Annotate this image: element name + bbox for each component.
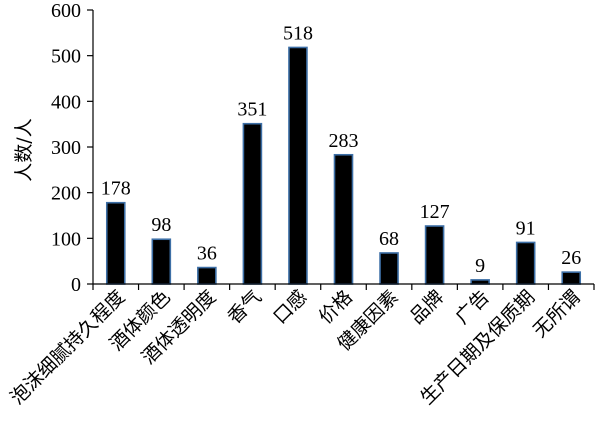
bar [561, 271, 582, 285]
y-tick-label: 0 [71, 274, 81, 296]
bar [515, 241, 536, 285]
data-label: 178 [101, 178, 131, 200]
bar [151, 238, 172, 285]
bar [379, 252, 399, 285]
data-label: 91 [516, 217, 536, 239]
data-labels: 178 98 36 351 518 283 68 127 9 91 26 [101, 22, 581, 276]
data-label: 9 [475, 255, 485, 277]
bars [105, 46, 582, 285]
data-label: 68 [379, 228, 399, 250]
data-label: 36 [197, 243, 217, 265]
data-label: 518 [283, 22, 313, 44]
x-tick-label: 无所谓 [529, 286, 585, 342]
x-tick-label: 香气 [224, 286, 266, 328]
y-tick-label: 100 [51, 228, 81, 250]
x-tick-label: 泡沫细腻持久程度 [6, 286, 129, 409]
data-label: 127 [420, 201, 450, 223]
data-label: 351 [237, 99, 267, 121]
bar [333, 153, 354, 285]
bar [470, 279, 490, 285]
data-label: 26 [561, 247, 581, 269]
bar [288, 46, 308, 285]
y-tick-label: 500 [51, 46, 81, 68]
bar [242, 122, 263, 285]
x-tick-label: 口感 [269, 286, 311, 328]
data-label: 98 [151, 214, 171, 236]
y-tick-label: 300 [51, 137, 81, 159]
y-tick-label: 200 [51, 183, 81, 205]
y-tick-label: 600 [51, 0, 81, 22]
y-axis-ticks: 0 100 200 300 400 500 600 [51, 0, 595, 296]
bar [197, 266, 217, 285]
bar [424, 225, 445, 285]
data-label: 283 [329, 130, 359, 152]
x-tick-label: 品牌 [406, 286, 448, 328]
bar [105, 201, 126, 285]
y-tick-label: 400 [51, 91, 81, 113]
y-axis-label: 人数/人 [13, 118, 35, 181]
